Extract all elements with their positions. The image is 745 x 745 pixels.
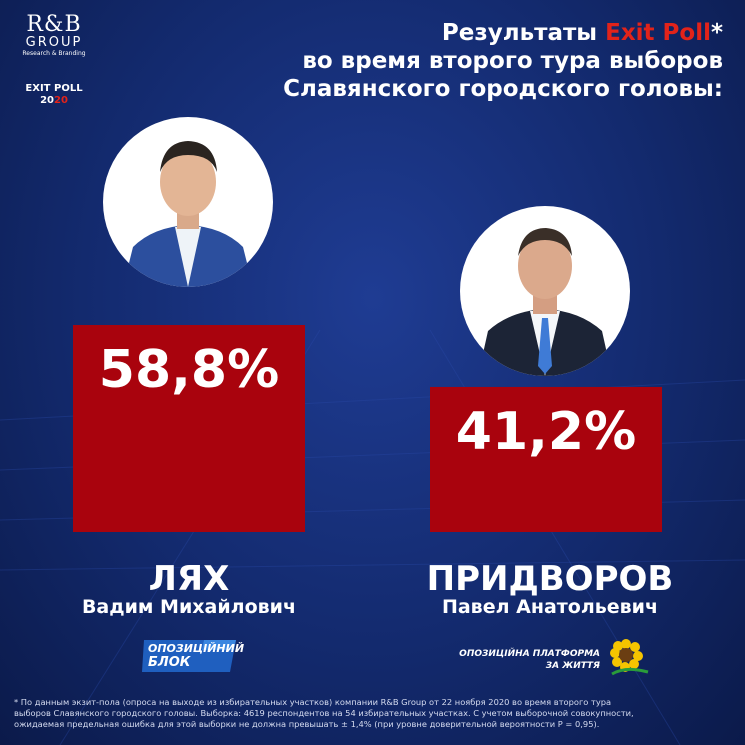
title-highlight: Exit Poll (605, 20, 711, 46)
title-line-2: во время второго тура выборов (302, 48, 723, 74)
party-left-line-2: БЛОК (148, 655, 191, 670)
footnote-line-3: ожидаемая предельная ошибка для этой выб… (14, 719, 600, 729)
logo-group-text: GROUP (25, 35, 83, 50)
candidate-photo-left (103, 117, 273, 287)
candidate-right-last-name: ПРИДВОРОВ (426, 559, 674, 599)
rb-group-logo: R&B GROUP Research & Branding (14, 14, 94, 58)
candidate-left-first-names: Вадим Михайлович (81, 596, 297, 618)
exit-poll-year-end: 20 (54, 95, 68, 106)
exit-poll-year: 2020 (14, 95, 94, 107)
opposition-bloc-logo-icon (142, 640, 236, 672)
exit-poll-label: EXIT POLL (25, 83, 83, 94)
bar-value-label-left: 58,8% (99, 340, 279, 400)
logo-subtitle: Research & Branding (22, 50, 86, 57)
party-right-line-1: ОПОЗИЦІЙНА ПЛАТФОРМА – (459, 649, 600, 671)
logo-rb-text: R&B (26, 12, 82, 37)
candidate-left-last-name: ЛЯХ (148, 559, 230, 599)
party-logo-opposition-bloc: ОПОЗИЦІЙНИЙ БЛОК (142, 636, 244, 676)
exit-poll-year-start: 20 (40, 95, 54, 106)
party-right-line-2: ЗА ЖИТТЯ (545, 661, 600, 671)
candidate-portrait-icon (478, 228, 612, 376)
candidate-portrait-icon (123, 141, 253, 287)
exit-poll-badge: EXIT POLL 2020 (14, 83, 94, 107)
title-line-1-start: Результаты (441, 20, 606, 46)
bar-value-label-right: 41,2% (456, 402, 636, 462)
title-asterisk: * (710, 20, 723, 46)
title-line-3: Славянского городского головы: (283, 76, 723, 102)
candidate-right-first-names: Павел Анатольевич (441, 596, 659, 618)
footnote-line-2: выборов Славянского городского головы. В… (14, 708, 634, 718)
bar-right (430, 386, 662, 532)
footnote: * По данным экзит-пола (опроса на выходе… (14, 697, 734, 730)
party-left-line-1: ОПОЗИЦІЙНИЙ (148, 642, 245, 655)
sunflower-icon (610, 639, 649, 676)
bar-left (73, 325, 305, 532)
candidate-photo-right (460, 206, 630, 376)
footnote-line-1: * По данным экзит-пола (опроса на выходе… (14, 697, 612, 707)
title-line-1: Результаты Exit Poll* (283, 19, 723, 47)
party-logo-opzzh: ОПОЗИЦІЙНА ПЛАТФОРМА – ЗА ЖИТТЯ (458, 634, 658, 678)
page-title: Результаты Exit Poll* во время второго т… (283, 19, 723, 103)
